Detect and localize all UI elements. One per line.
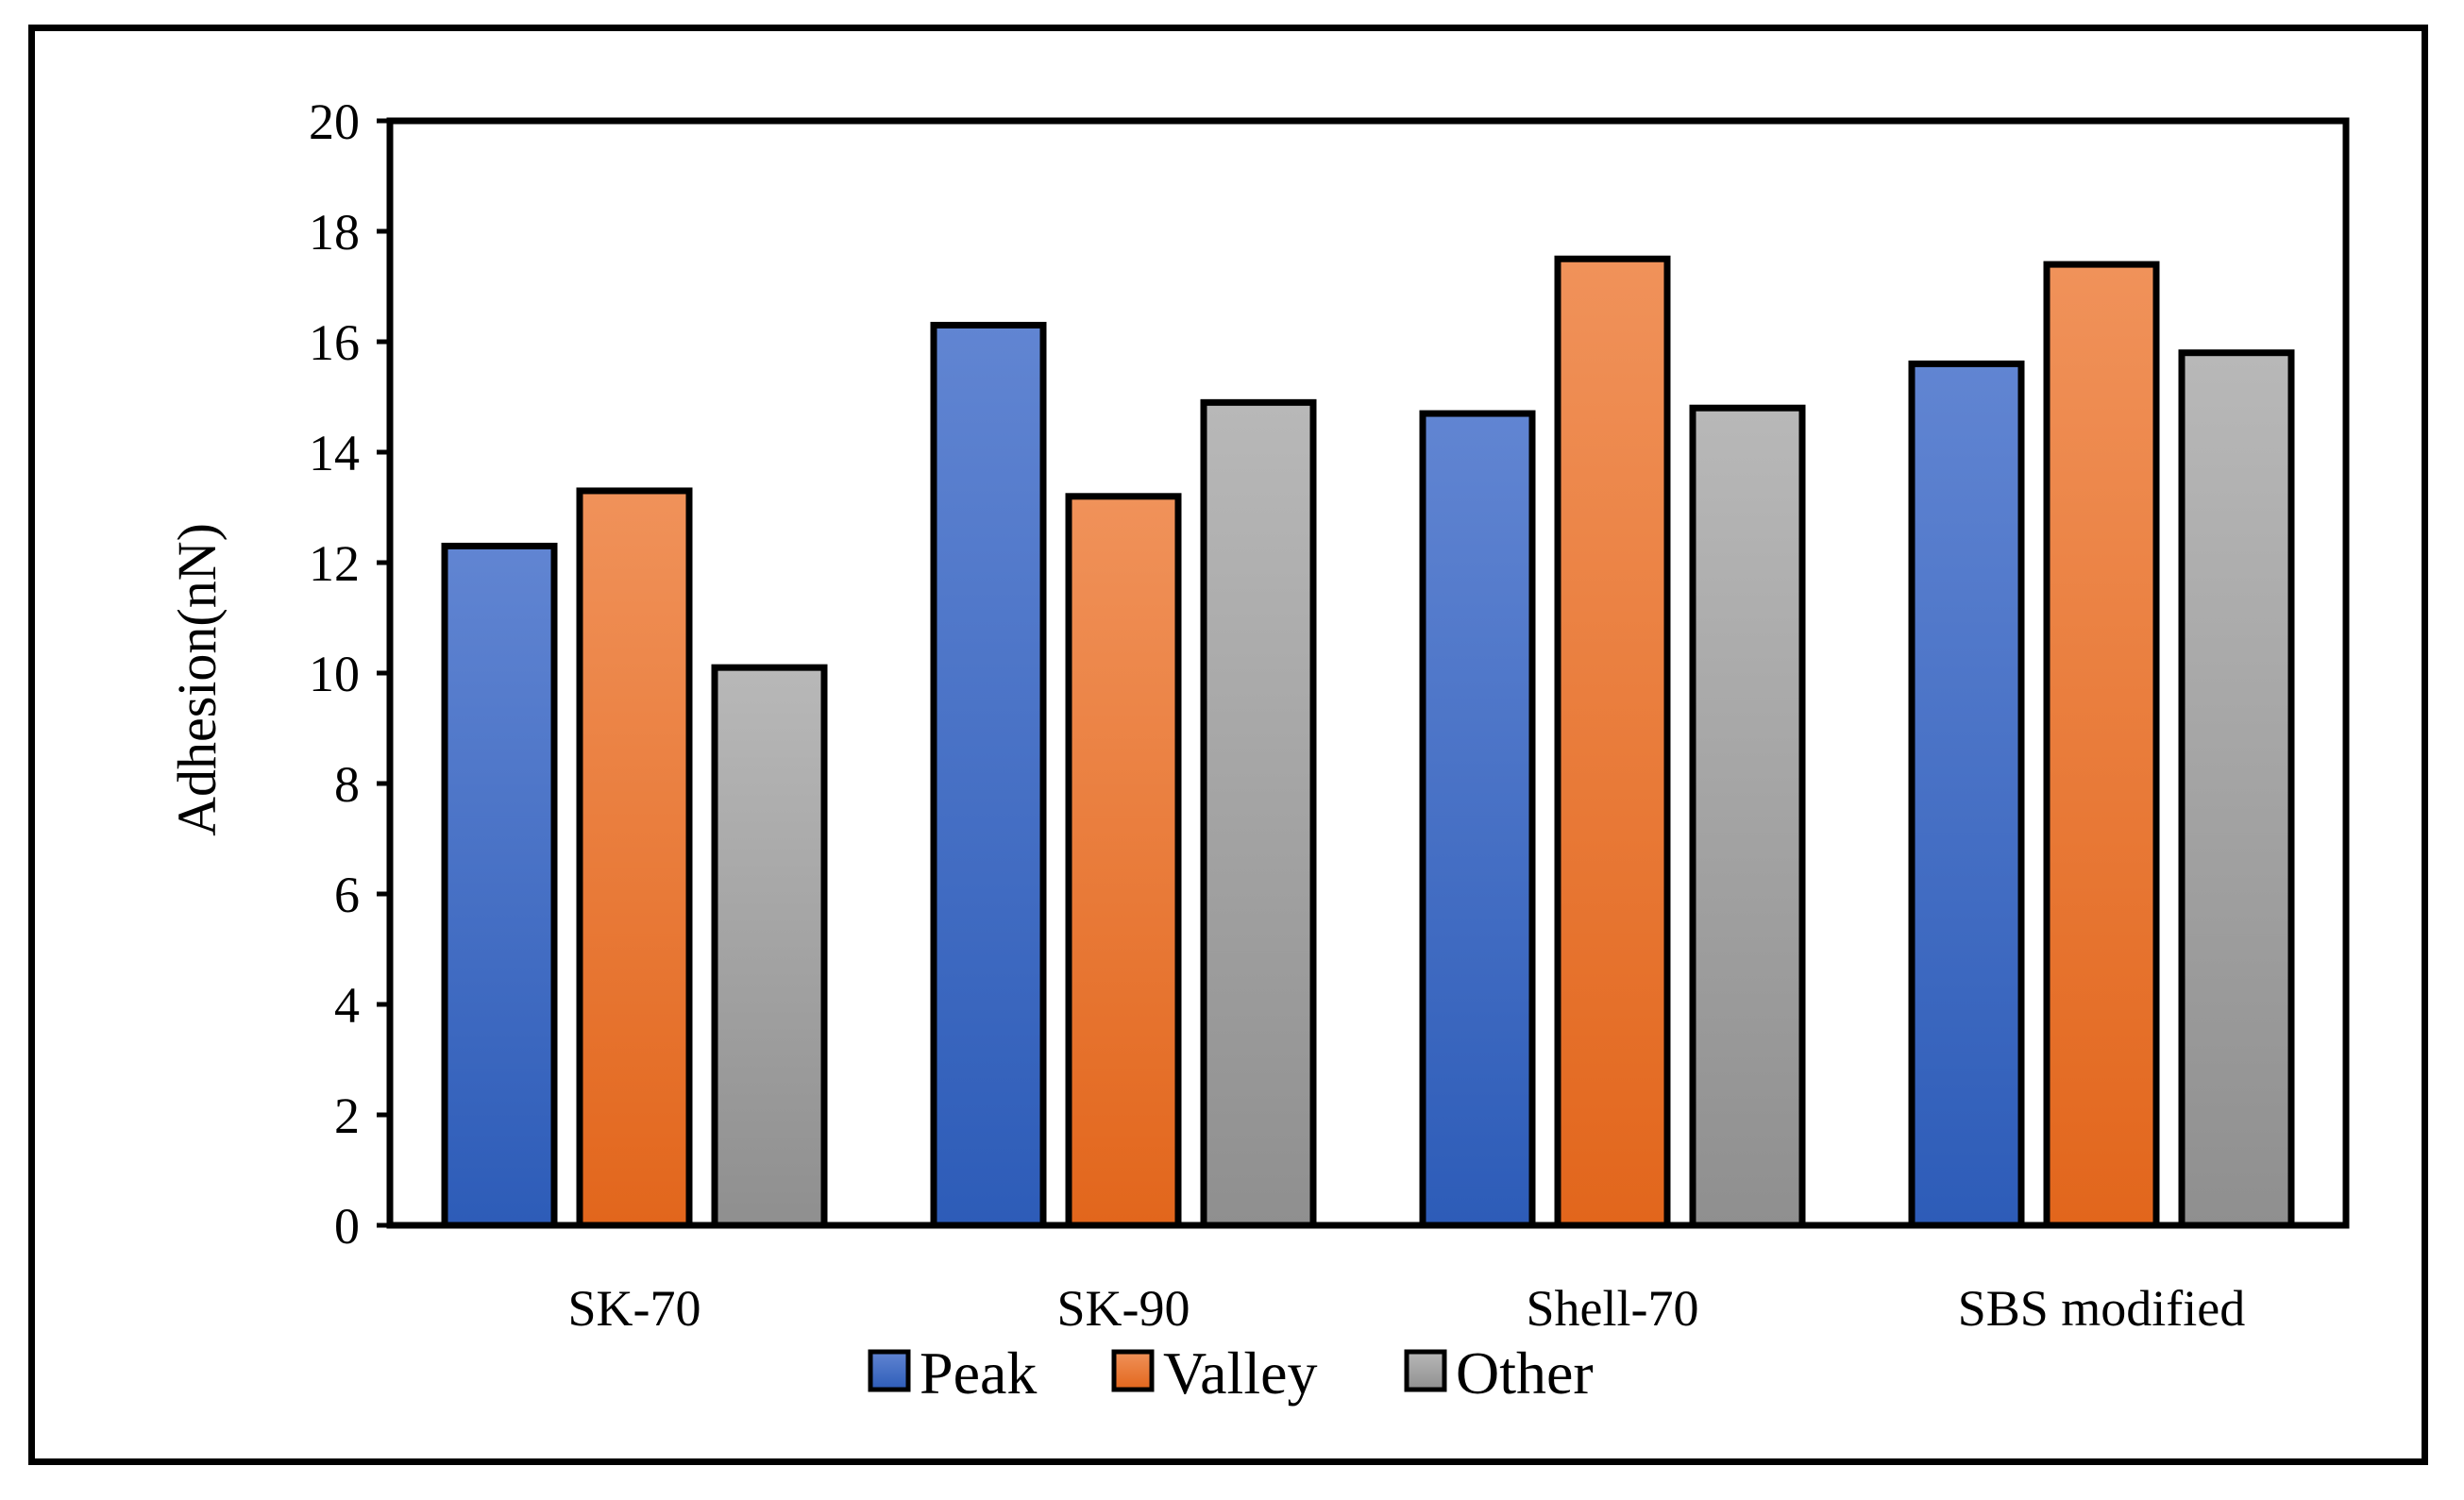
legend-swatch-peak [868,1349,911,1392]
bar-valley-2 [1554,255,1671,1229]
legend: Peak Valley Other [868,1340,1594,1407]
legend-swatch-valley [1111,1349,1155,1392]
y-tick-label: 12 [309,535,360,592]
bar-other-3 [2178,349,2295,1229]
bar-other-1 [1200,398,1317,1229]
y-tick-label: 18 [309,204,360,261]
y-tick-label: 0 [334,1198,360,1255]
legend-label-valley: Valley [1163,1340,1318,1407]
x-tick-label: SBS modified [1958,1280,2246,1337]
bar-peak-0 [441,542,558,1229]
x-tick-label: SK-90 [1056,1280,1190,1337]
bar-peak-2 [1419,410,1536,1229]
bar-valley-0 [576,487,693,1229]
x-tick-label: Shell-70 [1527,1280,1699,1337]
y-tick-label: 6 [334,867,360,923]
y-axis-label: Adhesion(nN) [166,523,228,836]
y-tick-label: 20 [309,93,360,150]
bar-valley-1 [1065,493,1182,1229]
bar-peak-1 [930,321,1047,1229]
plot-area [386,117,2350,1229]
bar-other-0 [711,664,828,1229]
bar-valley-3 [2043,261,2160,1229]
y-tick-label: 16 [309,314,360,371]
bar-peak-3 [1908,360,2025,1229]
y-tick-label: 8 [334,756,360,813]
y-tick-label: 10 [309,646,360,702]
legend-label-other: Other [1456,1340,1594,1407]
legend-label-peak: Peak [920,1340,1037,1407]
x-tick-label: SK-70 [567,1280,700,1337]
y-tick-label: 2 [334,1087,360,1144]
legend-swatch-other [1404,1349,1447,1392]
y-tick-label: 14 [309,425,360,481]
bar-other-2 [1689,404,1806,1229]
y-tick-label: 4 [334,977,360,1034]
